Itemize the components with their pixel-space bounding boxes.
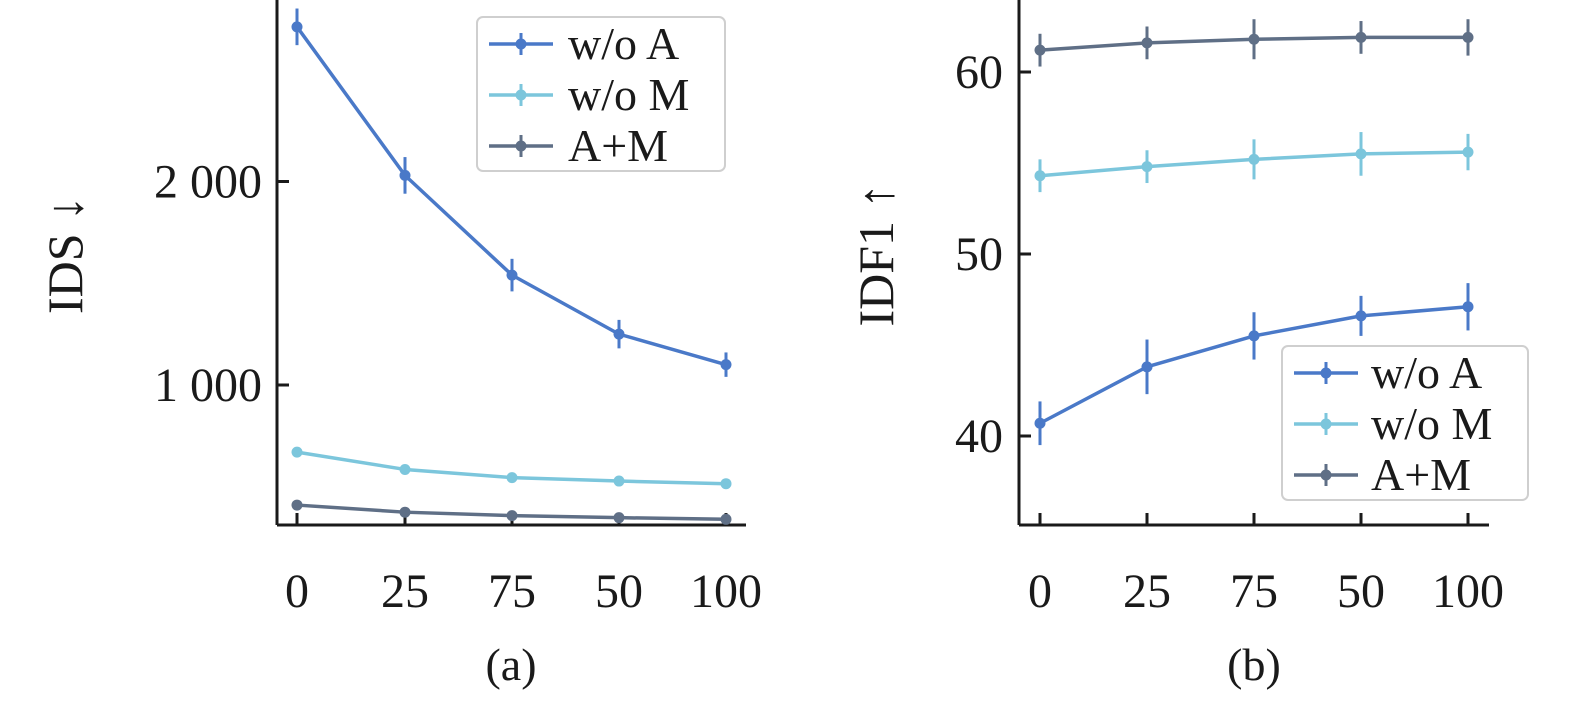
- legend-label: A+M: [568, 120, 668, 171]
- data-point: [1462, 146, 1474, 158]
- data-point: [613, 512, 625, 524]
- legend-label: w/o A: [568, 18, 679, 69]
- data-point: [613, 328, 625, 340]
- data-point: [613, 475, 625, 487]
- legend-a: w/o Aw/o MA+M: [476, 16, 726, 172]
- data-point: [1034, 44, 1046, 56]
- series-b-2: [1034, 19, 1474, 67]
- legend-box: [476, 16, 726, 172]
- legend-marker: [515, 38, 527, 50]
- data-point: [399, 506, 411, 518]
- data-point: [1141, 361, 1153, 373]
- data-point: [720, 513, 732, 525]
- data-point: [506, 472, 518, 484]
- data-point: [1462, 301, 1474, 313]
- panel-caption-a: (a): [485, 639, 536, 690]
- data-point: [1248, 33, 1260, 45]
- x-tick-label-a: 50: [595, 565, 643, 618]
- data-point: [291, 499, 303, 511]
- data-point: [720, 359, 732, 371]
- series-a-2: [291, 499, 732, 525]
- series-b-0: [1034, 283, 1474, 446]
- data-point: [1034, 170, 1046, 182]
- data-point: [1355, 31, 1367, 43]
- x-tick-label-a: 0: [285, 565, 309, 618]
- data-point: [506, 510, 518, 522]
- data-point: [1034, 417, 1046, 429]
- x-tick-label-b: 75: [1230, 565, 1278, 618]
- series-a-0: [291, 8, 732, 377]
- chart-panel-b: 40 50 60 0 25 75 50 100 IDF1 ↑ (b) w/o Aw/o MA+M: [848, 0, 1529, 690]
- data-point: [1248, 153, 1260, 165]
- legend-label: A+M: [1371, 449, 1471, 500]
- data-point: [291, 446, 303, 458]
- data-point: [1355, 310, 1367, 322]
- data-point: [399, 463, 411, 475]
- y-tick-label-a: 2 000: [154, 156, 262, 209]
- data-point: [720, 478, 732, 490]
- data-point: [1248, 330, 1260, 342]
- x-tick-label-a: 75: [488, 565, 536, 618]
- data-point: [1462, 31, 1474, 43]
- data-point: [506, 269, 518, 281]
- series-a-1: [291, 446, 732, 490]
- x-tick-label-b: 0: [1028, 565, 1052, 618]
- y-axis-label-a: IDS ↓: [37, 196, 93, 314]
- y-tick-label-b: 50: [955, 228, 1003, 281]
- data-point: [1141, 161, 1153, 173]
- legend-marker: [1320, 469, 1332, 481]
- legend-box: [1281, 345, 1529, 501]
- series-b-1: [1034, 132, 1474, 193]
- data-point: [291, 21, 303, 33]
- data-point: [399, 169, 411, 181]
- y-tick-label-b: 60: [955, 46, 1003, 99]
- legend-marker: [1320, 418, 1332, 430]
- x-tick-label-a: 100: [690, 565, 762, 618]
- y-axis-label-b: IDF1 ↑: [848, 183, 904, 326]
- panel-caption-b: (b): [1227, 639, 1281, 690]
- x-tick-label-a: 25: [381, 565, 429, 618]
- legend-b: w/o Aw/o MA+M: [1281, 345, 1529, 501]
- chart-panel-a: 1 000 2 000 0 25 75 50 100 IDS ↓ (a) w/o Aw/o MA+…: [37, 0, 762, 690]
- data-point: [1355, 148, 1367, 160]
- x-tick-label-b: 50: [1337, 565, 1385, 618]
- legend-marker: [515, 89, 527, 101]
- x-tick-label-b: 25: [1123, 565, 1171, 618]
- legend-label: w/o M: [1371, 398, 1492, 449]
- x-tick-label-b: 100: [1432, 565, 1504, 618]
- legend-label: w/o A: [1371, 347, 1482, 398]
- legend-marker: [515, 140, 527, 152]
- y-tick-label-a: 1 000: [154, 359, 262, 412]
- legend-marker: [1320, 367, 1332, 379]
- legend-label: w/o M: [568, 69, 689, 120]
- y-tick-label-b: 40: [955, 410, 1003, 463]
- data-point: [1141, 37, 1153, 49]
